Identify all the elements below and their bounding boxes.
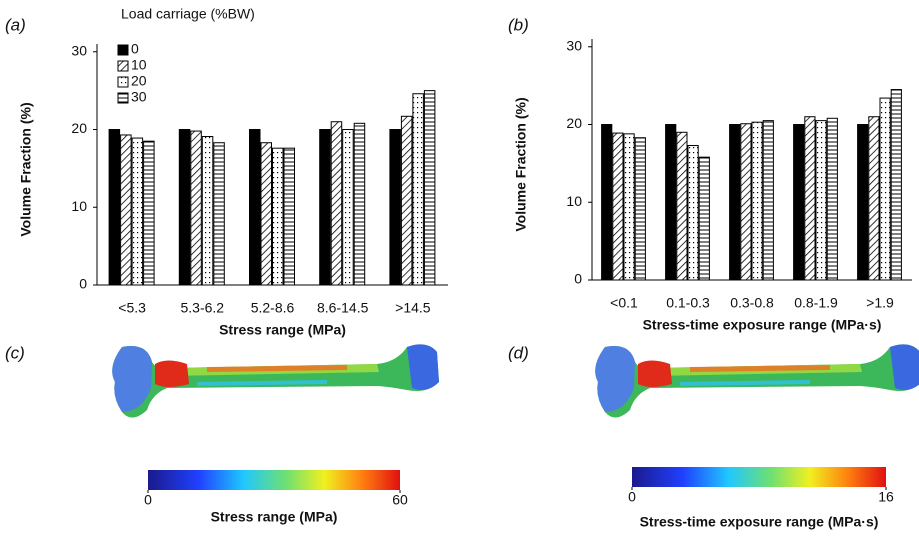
x-axis-label: Stress-time exposure range (MPa·s) — [643, 317, 882, 333]
colorbar-label: Stress-time exposure range (MPa·s) — [640, 514, 879, 530]
x-tick-label: 0.1-0.3 — [666, 295, 710, 311]
bar — [190, 130, 202, 286]
bar — [687, 145, 699, 281]
bar — [612, 132, 624, 281]
bar — [330, 121, 343, 286]
bar — [143, 140, 155, 286]
legend-label: 30 — [131, 89, 147, 105]
colorbar — [632, 467, 886, 487]
bar — [826, 117, 838, 281]
bar — [740, 123, 752, 281]
bar — [601, 124, 613, 281]
bar — [108, 129, 121, 286]
bar — [319, 129, 331, 286]
bone-image-d — [595, 344, 919, 418]
colorbar-tick-label: 0 — [628, 489, 636, 505]
legend-label: 10 — [131, 57, 147, 73]
bar — [857, 124, 869, 281]
bar — [868, 116, 880, 281]
colorbar-tick-label: 60 — [392, 492, 408, 508]
y-tick-label: 20 — [566, 115, 582, 131]
colorbar-tick-label: 0 — [144, 492, 152, 508]
bar — [412, 93, 424, 286]
x-tick-label: <0.1 — [610, 295, 638, 311]
bar — [131, 137, 144, 286]
y-tick-label: 20 — [71, 120, 87, 136]
bar — [120, 134, 132, 286]
colorbar-label: Stress range (MPa) — [211, 509, 338, 525]
colorbar — [148, 470, 400, 490]
bar — [178, 129, 191, 286]
bar — [793, 124, 805, 281]
y-tick-label: 10 — [71, 198, 87, 214]
y-axis-label: Volume Fraction (%) — [513, 97, 529, 231]
bar — [676, 131, 688, 281]
bar — [249, 129, 261, 286]
x-tick-label: >1.9 — [866, 295, 894, 311]
y-tick-label: 10 — [566, 193, 582, 209]
colorbar-tick-label: 16 — [878, 489, 894, 505]
bar — [260, 142, 272, 286]
bar — [751, 121, 763, 281]
x-tick-label: <5.3 — [118, 300, 146, 316]
legend-swatch — [117, 44, 129, 56]
legend-swatch — [117, 92, 129, 104]
x-tick-label: >14.5 — [395, 300, 431, 316]
bar — [634, 137, 646, 281]
y-tick-label: 0 — [574, 271, 582, 287]
bone-image-c — [112, 344, 439, 418]
bar — [353, 122, 366, 286]
x-tick-label: 0.3-0.8 — [730, 295, 774, 311]
bar — [389, 129, 401, 286]
x-tick-label: 8.6-14.5 — [317, 300, 369, 316]
x-tick-label: 5.3-6.2 — [181, 300, 225, 316]
legend-title: Load carriage (%BW) — [121, 6, 255, 22]
y-axis-label: Volume Fraction (%) — [18, 102, 34, 236]
legend-label: 20 — [131, 73, 147, 89]
x-axis-label: Stress range (MPa) — [219, 322, 346, 338]
legend-label: 0 — [131, 41, 139, 57]
bar — [423, 90, 436, 286]
bar — [400, 115, 413, 286]
bar — [815, 120, 827, 281]
x-tick-label: 5.2-8.6 — [251, 300, 295, 316]
bar — [201, 136, 214, 286]
bar — [665, 124, 677, 281]
panel-label: (c) — [5, 343, 25, 362]
panel-label: (d) — [508, 343, 529, 362]
bar — [804, 116, 816, 281]
bar — [342, 129, 354, 286]
x-tick-label: 0.8-1.9 — [794, 295, 838, 311]
bar — [213, 142, 225, 286]
bar — [698, 156, 710, 281]
panel-label: (b) — [508, 15, 529, 34]
legend-swatch — [117, 76, 129, 88]
bar — [890, 89, 902, 281]
bar — [762, 120, 774, 281]
panel-label: (a) — [5, 15, 26, 34]
bar — [729, 124, 741, 281]
bar — [272, 147, 284, 286]
bar — [879, 97, 891, 281]
bar — [283, 147, 295, 286]
legend-swatch — [117, 60, 129, 72]
bar — [623, 133, 635, 281]
y-tick-label: 0 — [79, 276, 87, 292]
y-tick-label: 30 — [71, 42, 87, 58]
y-tick-label: 30 — [566, 37, 582, 53]
